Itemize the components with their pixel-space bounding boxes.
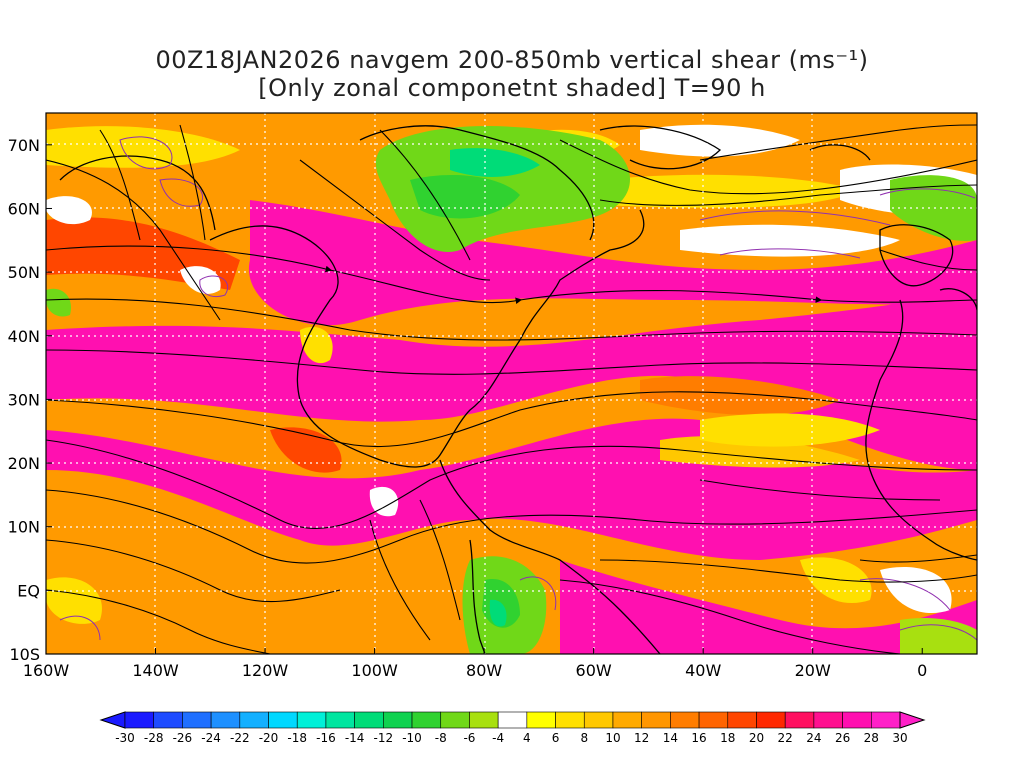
colorbar-swatch [612,711,642,729]
colorbar-label: 22 [778,731,793,745]
colorbar-swatch [440,711,470,729]
colorbar: -30 -28 -26 -24 -22 -20 -18 -16 -14 -12 -10 -8 -6 -4 4… [99,711,926,745]
colorbar-label: 16 [691,731,706,745]
colorbar-swatch [784,711,815,729]
lon-tick-label: 100W [351,661,398,680]
colorbar-label: -20 [259,731,279,745]
colorbar-swatch [555,711,585,729]
colorbar-label: -30 [115,731,135,745]
colorbar-label: 8 [580,731,588,745]
colorbar-swatch [698,711,729,729]
colorbar-swatch [670,711,700,729]
colorbar-label: -8 [435,731,447,745]
colorbar-swatch [497,711,528,729]
lat-tick-label: 50N [8,263,40,282]
colorbar-label: 20 [749,731,764,745]
colorbar-swatch [182,711,212,729]
lat-tick-label: 10S [9,645,40,664]
lat-tick-label: EQ [17,581,40,600]
lat-tick-label: 20N [8,454,40,473]
zonal-contours [59,136,977,641]
colorbar-label: -16 [316,731,336,745]
lon-tick-label: 120W [242,661,289,680]
colorbar-swatch [124,711,155,729]
streamlines [46,124,977,654]
colorbar-swatch [325,711,355,729]
colorbar-label: -4 [492,731,504,745]
lon-tick-label: 140W [132,661,179,680]
colorbar-swatch [756,711,786,729]
lat-tick-label: 60N [8,199,40,218]
colorbar-label: 24 [806,731,821,745]
lon-tick-label: 0 [917,661,927,680]
lon-tick-label: 20W [795,661,831,680]
chart-title-line2: [Only zonal componetnt shaded] T=90 h [258,74,766,102]
colorbar-swatch [870,711,901,729]
colorbar-swatch [268,711,298,729]
colorbar-swatch [469,711,499,729]
colorbar-label: -6 [463,731,475,745]
colorbar-label: -18 [287,731,307,745]
colorbar-swatch [583,711,614,729]
colorbar-swatch [641,711,671,729]
colorbar-label: -24 [201,731,221,745]
colorbar-label: -10 [402,731,422,745]
colorbar-label: 10 [605,731,620,745]
colorbar-label: -26 [173,731,193,745]
colorbar-swatch [383,711,413,729]
lat-tick-label: 70N [8,136,40,155]
colorbar-swatch [239,711,269,729]
colorbar-swatch [727,711,757,729]
colorbar-swatch [411,711,442,729]
colorbar-label: -12 [374,731,394,745]
lon-tick-label: 160W [23,661,70,680]
colorbar-min-arrow [99,711,126,729]
chart-title-line1: 00Z18JAN2026 navgem 200-850mb vertical s… [155,46,869,74]
colorbar-swatch [526,711,556,729]
colorbar-swatch [813,711,843,729]
lon-tick-label: 80W [466,661,502,680]
lat-tick-label: 30N [8,390,40,409]
colorbar-label: 14 [663,731,678,745]
colorbar-label: -22 [230,731,250,745]
lat-tick-label: 40N [8,327,40,346]
colorbar-label: 18 [720,731,735,745]
lat-tick-label: 10N [8,518,40,537]
colorbar-label: 4 [523,731,531,745]
colorbar-swatch [296,711,327,729]
colorbar-label: 30 [892,731,907,745]
lon-tick-label: 40W [685,661,721,680]
colorbar-swatch [354,711,384,729]
grid-lines [46,113,977,654]
colorbar-swatch [153,711,183,729]
colorbar-label: -14 [345,731,365,745]
colorbar-label: 28 [864,731,879,745]
colorbar-swatch [842,711,872,729]
shaded-field [46,113,977,654]
lon-tick-label: 60W [576,661,612,680]
colorbar-label: 12 [634,731,649,745]
colorbar-max-arrow [899,711,926,729]
map-frame [45,112,978,655]
colorbar-label: -28 [144,731,164,745]
colorbar-label: 6 [552,731,560,745]
colorbar-label: 26 [835,731,850,745]
colorbar-swatch [210,711,241,729]
